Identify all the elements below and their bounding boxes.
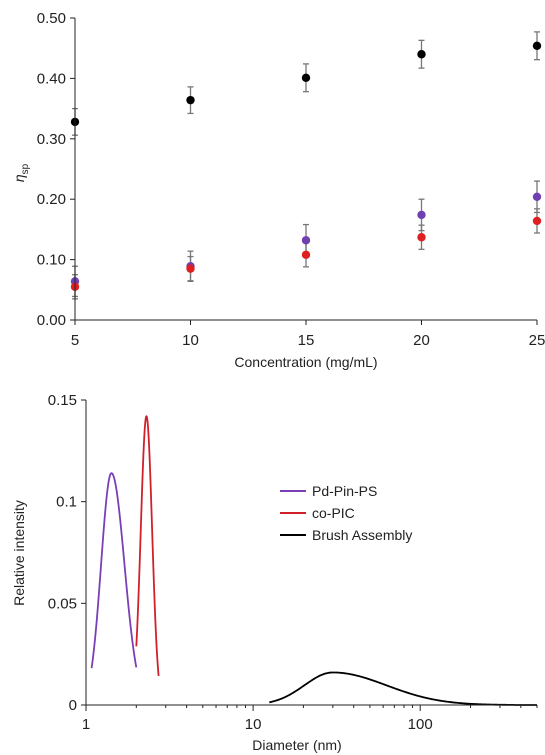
co-pic-curve — [135, 415, 160, 676]
data-point — [532, 192, 542, 201]
legend-label: Pd-Pin-PS — [312, 483, 377, 499]
top-y-axis-title: ηsp — [11, 163, 31, 182]
bottom-y-tick-label: 0.05 — [48, 595, 77, 612]
data-point — [532, 41, 542, 50]
bottom-y-axis-title: Relative intensity — [11, 500, 27, 606]
bottom-x-tick-label: 100 — [408, 716, 433, 733]
bottom-y-tick-label: 0 — [69, 697, 77, 714]
top-y-tick-label: 0.10 — [37, 252, 66, 269]
top-x-tick-label: 10 — [182, 332, 199, 349]
data-point — [301, 236, 311, 245]
bottom-y-tick-label: 0.15 — [48, 392, 77, 409]
bottom-y-tick-label: 0.1 — [56, 494, 77, 511]
dls-chart: 1 10 100 0 0.05 0.1 0.15 Diameter (nm) Relati… — [11, 392, 538, 753]
legend-label: co-PIC — [312, 505, 355, 521]
viscosity-markers — [70, 31, 542, 300]
top-y-axis-title-main: η — [11, 174, 27, 182]
top-x-tick-label: 5 — [71, 332, 79, 349]
top-y-tick-label: 0.40 — [37, 70, 66, 87]
bottom-x-ticks: 1 10 100 — [82, 705, 538, 733]
data-point — [301, 73, 311, 82]
data-point — [417, 50, 426, 59]
dls-curves — [90, 415, 537, 706]
brush-assembly-curve — [269, 671, 537, 706]
viscosity-chart: 5 10 15 20 25 0.00 0.10 0.20 0.30 0.40 0.50 Conce… — [11, 10, 545, 370]
top-y-tick-label: 0.50 — [37, 10, 66, 27]
data-point — [186, 95, 195, 105]
top-x-tick-label: 20 — [413, 332, 430, 349]
top-y-tick-label: 0.30 — [37, 131, 66, 148]
top-x-tick-label: 15 — [298, 332, 315, 349]
top-y-ticks: 0.00 0.10 0.20 0.30 0.40 0.50 — [37, 10, 75, 329]
bottom-y-ticks: 0 0.05 0.1 0.15 — [48, 392, 86, 714]
top-x-tick-label: 25 — [529, 332, 545, 349]
top-x-ticks: 5 10 15 20 25 — [71, 320, 545, 349]
data-point — [532, 216, 542, 226]
data-point — [417, 210, 426, 220]
bottom-x-axis-title: Diameter (nm) — [252, 737, 341, 753]
legend-label: Brush Assembly — [312, 527, 412, 543]
data-point — [186, 264, 195, 273]
top-x-axis-title: Concentration (mg/mL) — [234, 354, 377, 370]
top-y-axis-title-sub: sp — [20, 163, 31, 174]
data-point — [417, 233, 426, 242]
legend: Pd-Pin-PS co-PIC Brush Assembly — [280, 483, 412, 543]
data-point — [301, 250, 311, 259]
top-y-tick-label: 0.00 — [37, 312, 66, 329]
bottom-x-tick-label: 10 — [245, 716, 262, 733]
top-y-tick-label: 0.20 — [37, 191, 66, 208]
pd-pin-ps-curve — [90, 472, 138, 669]
bottom-x-tick-label: 1 — [82, 716, 90, 733]
